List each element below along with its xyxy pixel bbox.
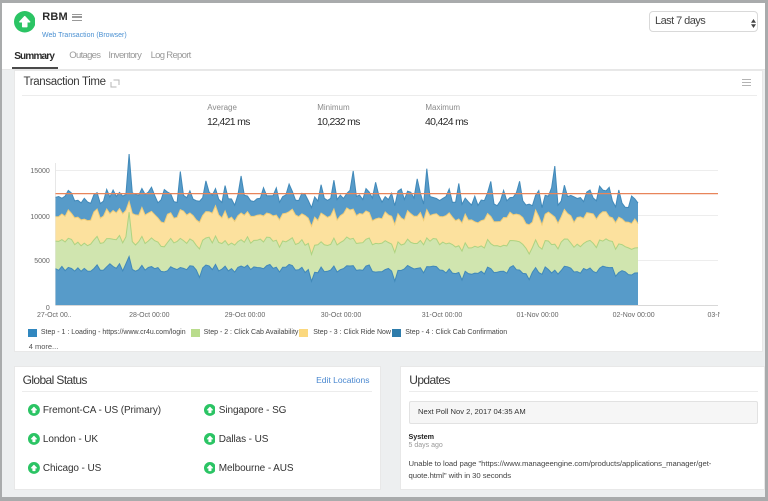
svg-text:02-Nov 00:00: 02-Nov 00:00 [613,312,655,319]
svg-text:29-Oct 00:00: 29-Oct 00:00 [225,312,266,319]
svg-text:5000: 5000 [34,258,50,265]
svg-text:15000: 15000 [30,168,50,175]
svg-text:03-Nov 00:00: 03-Nov 00:00 [708,312,750,319]
svg-text:10000: 10000 [30,214,50,221]
svg-text:28-Oct 00:00: 28-Oct 00:00 [129,312,170,319]
svg-text:30-Oct 00:00: 30-Oct 00:00 [321,312,362,319]
svg-text:31-Oct 00:00: 31-Oct 00:00 [422,312,463,319]
svg-text:0: 0 [46,305,50,312]
svg-text:27-Oct 00..: 27-Oct 00.. [37,312,72,319]
svg-text:01-Nov 00:00: 01-Nov 00:00 [516,312,558,319]
